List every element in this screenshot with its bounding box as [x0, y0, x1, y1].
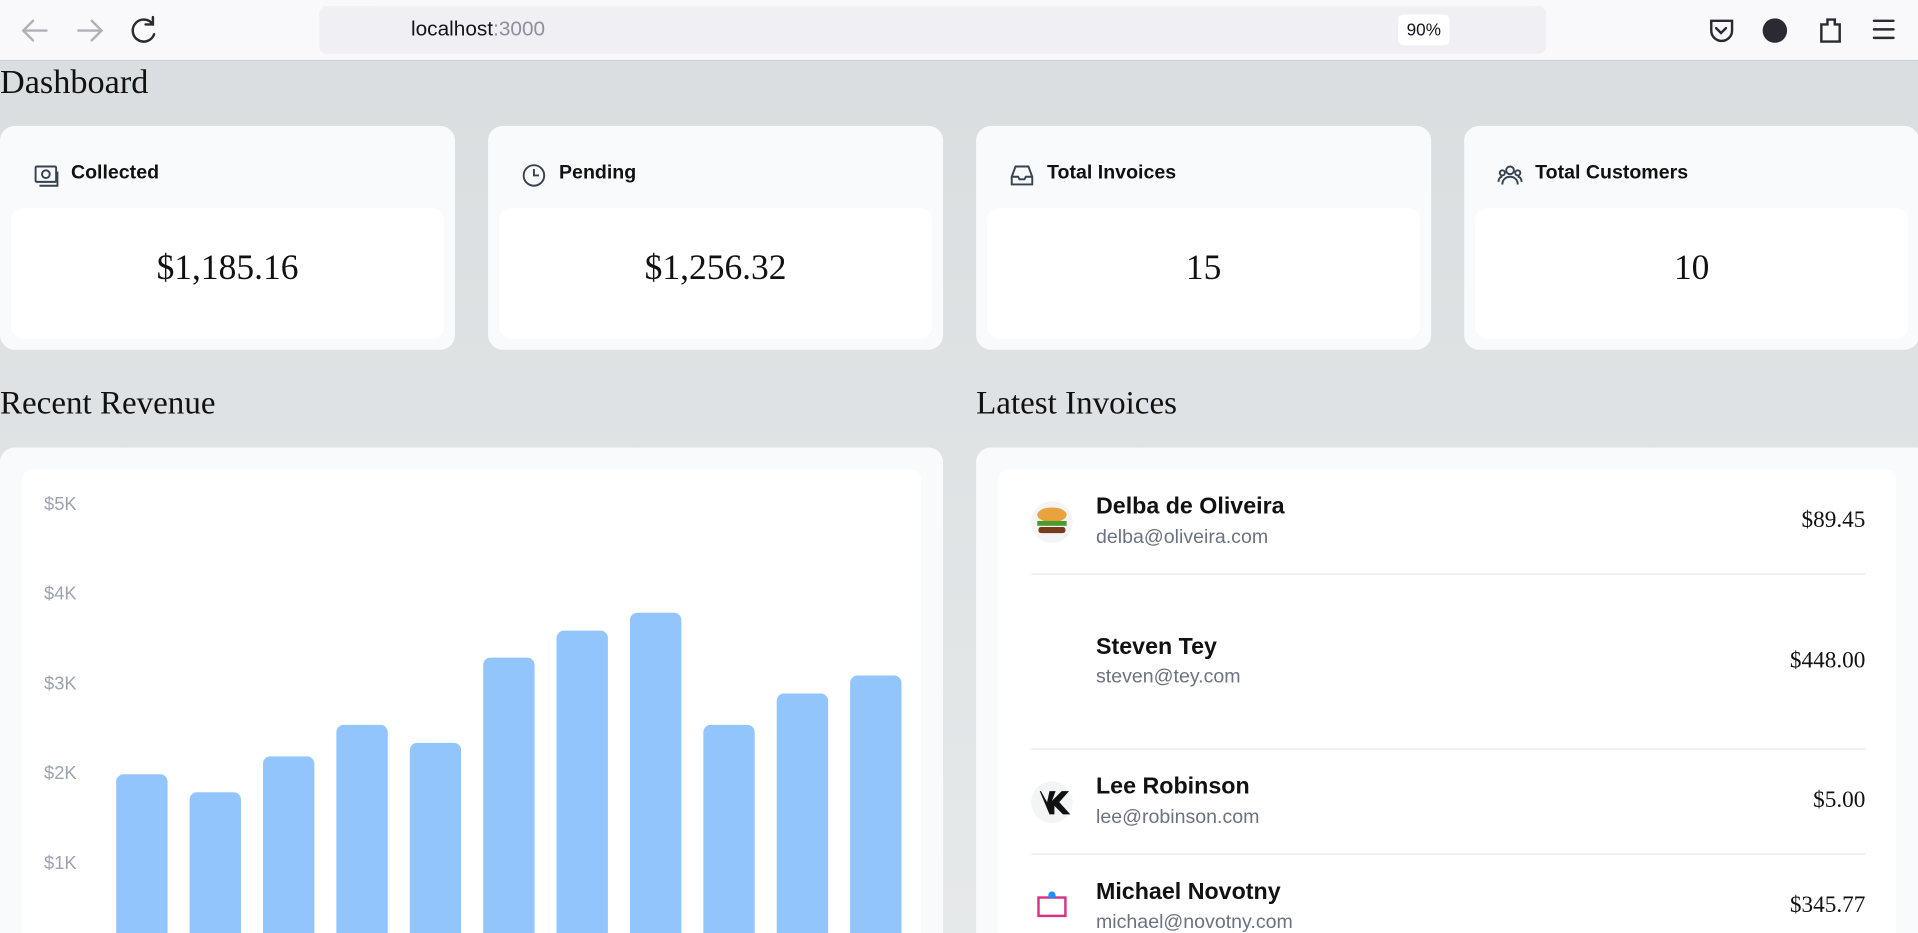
customer-name: Steven Tey: [1095, 634, 1217, 661]
stat-card: Total Customers 10: [1464, 125, 1918, 350]
avatar: [1048, 891, 1056, 899]
y-tick-label: $4K: [44, 583, 77, 604]
extensions-icon[interactable]: [1820, 18, 1841, 43]
avatar: [1037, 520, 1067, 526]
bar: [409, 742, 462, 933]
card-title: Total Customers: [1535, 162, 1689, 184]
bar: [262, 756, 315, 933]
row-divider: [1031, 853, 1866, 855]
card-icon: [522, 164, 546, 187]
revenue-chart-area: [22, 469, 922, 933]
reload-button[interactable]: [131, 15, 156, 43]
avatar: [1033, 791, 1071, 815]
card-title: Collected: [70, 162, 160, 184]
card-value: $1,185.16: [156, 248, 299, 288]
revenue-chart: $1K $2K $3K $4K $5K: [44, 493, 902, 933]
card-title: Total Invoices: [1047, 162, 1177, 184]
customer-name: Lee Robinson: [1095, 774, 1250, 800]
forward-button[interactable]: [77, 19, 104, 42]
avatar: [1037, 896, 1067, 918]
bar: [850, 675, 902, 933]
menu-icon[interactable]: [1872, 19, 1895, 40]
customer-name: Michael Novotny: [1095, 879, 1281, 905]
card-icon: [1497, 165, 1523, 185]
invoices-list: [998, 469, 1896, 933]
bar: [776, 693, 829, 933]
stat-card: Total Invoices 15: [976, 125, 1432, 350]
customer-name: Delba de Oliveira: [1095, 494, 1285, 520]
back-button[interactable]: [21, 19, 48, 42]
url-text: localhost:3000: [411, 17, 545, 41]
invoice-amount: $5.00: [1813, 787, 1866, 814]
card-value: $1,256.32: [644, 248, 787, 288]
browser-toolbar: localhost:3000 90%: [0, 0, 1918, 62]
card-inner: [11, 207, 445, 339]
card-icon: [1010, 165, 1034, 186]
row-divider: [1031, 748, 1866, 750]
stat-card: Pending $1,256.32: [488, 125, 944, 350]
card-inner: [1475, 207, 1909, 339]
bar: [483, 657, 535, 933]
y-tick-label: $1K: [44, 852, 77, 873]
y-tick-label: $3K: [44, 672, 77, 693]
row-divider: [1031, 573, 1866, 575]
avatar: [1038, 527, 1066, 534]
card-title: Pending: [559, 162, 637, 184]
stat-card: Collected $1,185.16: [0, 125, 456, 350]
zoom-indicator[interactable]: 90%: [1398, 14, 1450, 46]
address-bar[interactable]: [319, 6, 1547, 54]
card-icon: [34, 165, 59, 187]
url-port: :3000: [493, 17, 546, 41]
pocket-icon[interactable]: [1710, 19, 1734, 43]
card-inner: [987, 207, 1421, 339]
invoice-amount: $89.45: [1801, 507, 1866, 534]
page-heading: Dashboard: [0, 63, 149, 102]
account-avatar[interactable]: [1762, 18, 1788, 43]
bar: [556, 630, 608, 933]
invoice-amount: $448.00: [1789, 648, 1866, 674]
invoice-amount: $345.77: [1789, 892, 1866, 919]
customer-email: lee@robinson.com: [1095, 807, 1260, 828]
customer-email: steven@tey.com: [1095, 666, 1241, 688]
section-heading: Recent Revenue: [0, 383, 216, 421]
card-value: 10: [1673, 248, 1710, 288]
avatar: [1037, 507, 1067, 523]
bar: [629, 612, 682, 933]
card-value: 15: [1185, 248, 1222, 288]
bar: [336, 724, 388, 933]
bar: [189, 792, 241, 933]
bar: [703, 724, 755, 933]
section-heading: Latest Invoices: [976, 383, 1177, 421]
url-host: localhost: [410, 17, 494, 41]
customer-email: michael@novotny.com: [1095, 912, 1293, 933]
y-tick-label: $5K: [44, 493, 77, 514]
bar: [116, 774, 168, 933]
customer-email: delba@oliveira.com: [1095, 527, 1269, 548]
y-tick-label: $2K: [44, 762, 77, 783]
card-inner: [499, 207, 933, 339]
